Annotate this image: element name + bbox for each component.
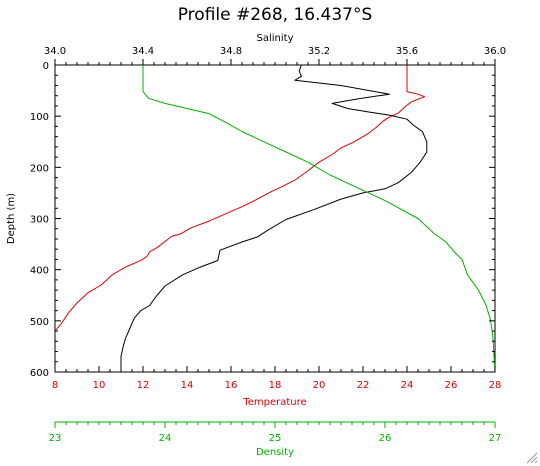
salinity-tick-label: 34.8 <box>220 46 242 57</box>
density-axis-label: Density <box>256 447 294 458</box>
salinity-tick-label: 35.2 <box>308 46 330 57</box>
temperature-tick-label: 28 <box>489 380 502 391</box>
plot-frame <box>54 64 496 373</box>
temperature-profile-line <box>54 65 426 332</box>
temperature-tick-label: 22 <box>357 380 370 391</box>
salinity-axis-label: Salinity <box>257 33 294 44</box>
temperature-tick-label: 16 <box>225 380 238 391</box>
plot-border <box>54 64 496 373</box>
resize-grip-icon[interactable] <box>526 452 538 464</box>
depth-axis-label: Depth (m) <box>6 193 17 244</box>
temperature-tick-label: 14 <box>181 380 194 391</box>
salinity-axis: 34.0 34.4 34.8 35.2 35.6 36.0 Salinity <box>44 33 506 65</box>
chart-title: Profile #268, 16.437°S <box>178 5 373 25</box>
series-layer <box>54 64 496 373</box>
temperature-tick-label: 10 <box>93 380 106 391</box>
density-tick-label: 25 <box>269 433 282 444</box>
salinity-tick-label: 34.4 <box>132 46 154 57</box>
temperature-tick-label: 26 <box>445 380 458 391</box>
salinity-tick-label: 36.0 <box>484 46 506 57</box>
salinity-profile-line <box>120 64 428 372</box>
density-tick-label: 23 <box>49 433 62 444</box>
temperature-axis-label: Temperature <box>242 397 306 408</box>
density-profile-line <box>142 65 496 373</box>
depth-tick-label: 400 <box>30 266 49 277</box>
temperature-axis: 8 10 12 14 16 18 20 22 24 26 28 Temperature <box>52 366 502 408</box>
depth-tick-label: 200 <box>30 163 49 174</box>
density-tick-label: 24 <box>159 433 172 444</box>
depth-tick-label: 300 <box>30 215 49 226</box>
temperature-tick-label: 24 <box>401 380 414 391</box>
density-tick-label: 27 <box>489 433 502 444</box>
depth-tick-label: 600 <box>30 368 49 379</box>
temperature-tick-label: 12 <box>137 380 150 391</box>
temperature-tick-label: 20 <box>313 380 326 391</box>
depth-tick-label: 0 <box>43 61 49 72</box>
temperature-tick-label: 8 <box>52 380 58 391</box>
density-tick-label: 26 <box>379 433 392 444</box>
depth-tick-label: 100 <box>30 112 49 123</box>
temperature-tick-label: 18 <box>269 380 282 391</box>
density-axis: 23 24 25 26 27 Density <box>49 421 502 458</box>
depth-axis: 0 100 200 300 400 500 600 Depth (m) <box>6 61 495 379</box>
axes-layer: 0 100 200 300 400 500 600 Depth (m) 34.0 34.4 34.8… <box>6 33 506 458</box>
salinity-tick-label: 35.6 <box>396 46 418 57</box>
depth-tick-label: 500 <box>30 317 49 328</box>
salinity-tick-label: 34.0 <box>44 46 66 57</box>
